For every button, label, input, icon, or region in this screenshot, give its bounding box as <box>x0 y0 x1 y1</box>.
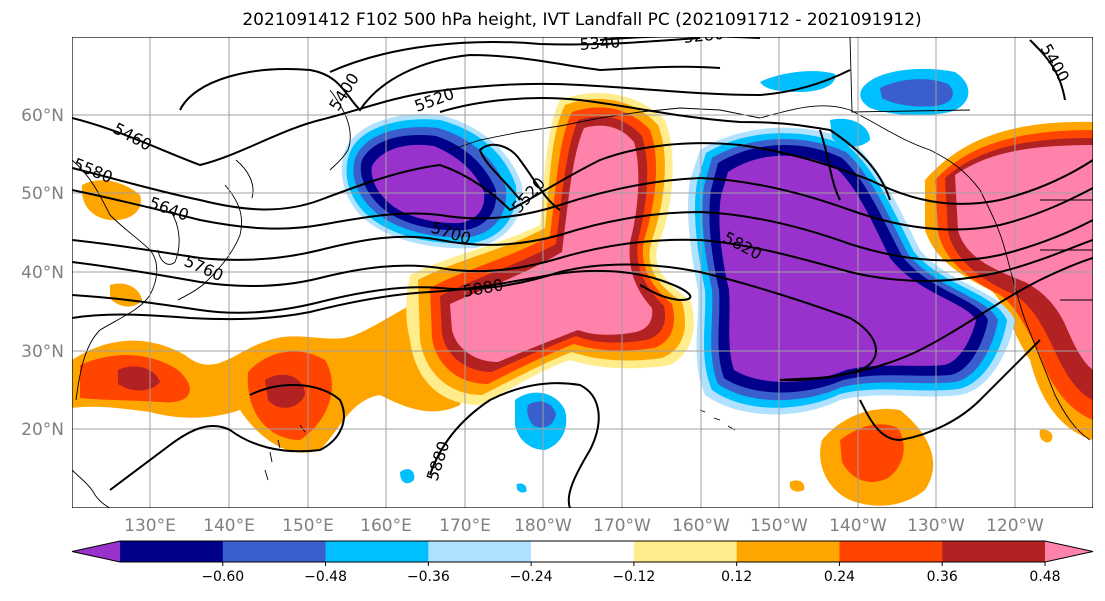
coast-islands <box>264 424 306 481</box>
coast-alaska-interior <box>849 37 971 113</box>
lat-label: 60°N <box>21 106 64 126</box>
contour-5520-north <box>439 97 891 201</box>
contour-5880-central <box>429 382 600 508</box>
colorbar-swatch <box>325 541 429 562</box>
colorbar-swatch <box>633 541 738 562</box>
lon-label: 180°W <box>514 516 572 536</box>
colorbar-swatch <box>531 541 635 562</box>
coast-alaska <box>759 105 1006 251</box>
lon-label: 140°E <box>203 516 255 536</box>
coast-aleutians <box>449 107 761 151</box>
colorbar-tick-label: 0.36 <box>927 569 958 585</box>
lon-label: 150°E <box>282 516 334 536</box>
map-title: 2021091412 F102 500 hPa height, IVT Land… <box>242 10 921 30</box>
colorbar-swatch <box>222 541 327 562</box>
shading-purple-nw <box>371 144 485 224</box>
colorbar-swatch <box>736 541 840 562</box>
lon-label: 130°W <box>907 516 965 536</box>
shading-cyan-small <box>400 469 415 484</box>
contour-5880-main <box>72 269 692 321</box>
lon-label: 160°E <box>360 516 412 536</box>
contour-east-trough <box>819 129 841 201</box>
colorbar-swatch <box>120 541 224 562</box>
colorbar-swatch <box>839 541 943 562</box>
colorbar-extend-max <box>1045 541 1093 562</box>
colorbar-swatch <box>428 541 532 562</box>
colorbar-tick-label: −0.24 <box>510 569 553 585</box>
lat-label: 20°N <box>21 420 64 440</box>
lon-label: 130°E <box>124 516 176 536</box>
contour-5400-east <box>1029 39 1066 101</box>
contour-5820 <box>72 257 1093 382</box>
contour-5400-west <box>179 53 721 112</box>
contour-label: 5340 <box>579 32 621 54</box>
contour-5640 <box>72 176 1093 231</box>
lon-label: 120°W <box>986 516 1044 536</box>
contour-5520-trough <box>478 143 561 211</box>
longitude-labels: 130°E 140°E 150°E 160°E 170°E 180°W 170°… <box>124 516 1044 536</box>
shading-cyan-ak3 <box>830 118 870 147</box>
colorbar-tick-label: 0.24 <box>824 569 855 585</box>
lon-label: 170°E <box>439 516 491 536</box>
contour-label: 5280 <box>682 24 724 47</box>
coast-kamchatka <box>329 89 351 171</box>
contour-5460 <box>72 69 851 167</box>
colorbar-extend-min <box>72 541 120 562</box>
lon-label: 150°W <box>750 516 808 536</box>
shading-darkred-westpac-2 <box>265 374 305 408</box>
map-panel: 5340 5280 5400 5400 5520 5460 5580 5640 … <box>72 24 1093 508</box>
shading-purple-ne <box>719 155 976 382</box>
coast-asia <box>72 159 158 401</box>
lat-label: 40°N <box>21 263 64 283</box>
colorbar-tick-label: −0.12 <box>612 569 655 585</box>
contour-5880-south <box>109 383 345 491</box>
coastlines <box>72 37 1093 508</box>
lon-label: 160°W <box>672 516 730 536</box>
colorbar-tick-label: 0.12 <box>721 569 752 585</box>
shading-pink-plume <box>450 125 653 363</box>
contour-5580 <box>72 142 1093 212</box>
shading-orange-tiny <box>789 480 805 492</box>
latitude-labels: 20°N 30°N 40°N 50°N 60°N <box>21 106 64 440</box>
colorbar: −0.60 −0.48 −0.36 −0.24 −0.12 0.12 0.24 0.36 0.4… <box>71 540 1094 585</box>
shading-red-subtrop <box>840 424 904 483</box>
shading-blue-central <box>527 401 556 428</box>
shading-cyan-small2 <box>516 483 527 493</box>
lat-label: 50°N <box>21 184 64 204</box>
lat-label: 30°N <box>21 342 64 362</box>
colorbar-swatch <box>942 541 1046 562</box>
coast-korea <box>157 209 180 265</box>
contour-5760 <box>72 238 1093 288</box>
contour-5340 <box>329 37 701 73</box>
coast-philippines <box>72 469 111 508</box>
colorbar-outline <box>71 540 1094 563</box>
shading-orange-tiny2 <box>1039 429 1053 443</box>
colorbar-tick-label: 0.48 <box>1029 569 1060 585</box>
coast-japan-north <box>235 159 254 199</box>
colorbar-tick-label: −0.60 <box>201 569 244 585</box>
shading-blue-ak <box>880 79 953 107</box>
lon-label: 170°W <box>593 516 651 536</box>
colorbar-tick-label: −0.36 <box>407 569 450 585</box>
colorbar-tick-label: −0.48 <box>304 569 347 585</box>
contour-5700 <box>72 210 1093 262</box>
lon-label: 140°W <box>829 516 887 536</box>
contour-east-subtrop <box>859 339 1041 442</box>
